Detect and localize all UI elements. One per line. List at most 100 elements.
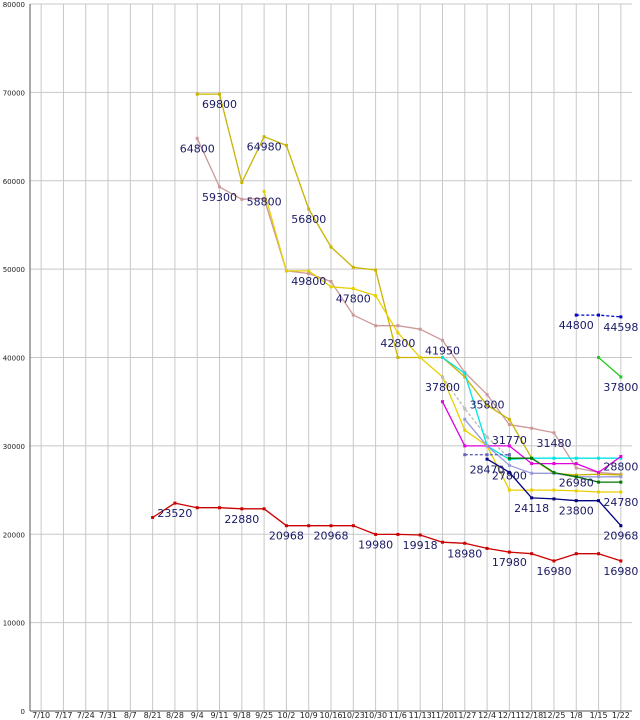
series-point <box>552 471 556 475</box>
x-tick-label: 1/15 <box>590 711 608 720</box>
series-point <box>507 423 511 427</box>
x-tick-label: 1/8 <box>570 711 583 720</box>
series-line-11 <box>509 457 621 483</box>
series-point <box>195 92 199 96</box>
series-point <box>240 181 244 185</box>
series-point <box>530 471 534 475</box>
x-tick-label: 9/4 <box>191 711 204 720</box>
x-tick-label: 10/16 <box>319 711 342 720</box>
series-point <box>619 524 623 528</box>
series-point <box>485 403 489 407</box>
x-tick-label: 12/25 <box>542 711 565 720</box>
data-label: 17980 <box>492 556 527 569</box>
series-point <box>552 462 556 466</box>
series-point <box>597 480 601 484</box>
series-point <box>440 356 444 359</box>
series-point <box>530 456 534 460</box>
series-point <box>329 245 333 249</box>
data-label: 27800 <box>492 469 527 482</box>
data-labels-group: 69800 64800 64980 59300 58800 56800 49800 47800… <box>157 98 638 578</box>
series-line-4 <box>441 376 510 459</box>
data-label: 44800 <box>559 319 594 332</box>
series-point <box>507 488 511 492</box>
series-point <box>418 356 422 359</box>
series-point <box>463 407 467 411</box>
series-point <box>307 524 311 528</box>
series-point <box>262 135 266 139</box>
data-label: 31480 <box>536 437 571 450</box>
axes <box>29 4 632 712</box>
series-point <box>597 470 601 474</box>
series-point <box>440 338 444 342</box>
series-point <box>574 462 578 466</box>
series-point <box>307 207 311 211</box>
series-point <box>374 268 378 272</box>
series-point <box>463 428 467 432</box>
data-label: 37800 <box>603 381 638 394</box>
y-tick-label: 60000 <box>3 178 25 186</box>
series-point <box>195 506 199 510</box>
x-tick-label: 11/20 <box>431 711 454 720</box>
series-point <box>619 559 623 563</box>
y-tick-label: 70000 <box>3 89 25 97</box>
x-tick-label: 7/31 <box>99 711 117 720</box>
series-point <box>619 454 623 458</box>
x-tick-label: 9/25 <box>255 711 273 720</box>
series-point <box>574 456 578 460</box>
series-point <box>463 417 467 421</box>
series-point <box>329 279 333 283</box>
x-tick-label: 9/11 <box>211 711 229 720</box>
x-tick-labels: 7/10 7/17 7/24 7/31 8/7 8/21 8/28 9/4 9/11 9/18 9/… <box>32 711 630 720</box>
data-label: 59300 <box>202 191 237 204</box>
series-point <box>552 488 556 492</box>
series-point <box>262 507 266 511</box>
series-point <box>574 499 578 503</box>
series-point <box>507 444 511 448</box>
x-tick-label: 7/10 <box>32 711 50 720</box>
data-label: 69800 <box>202 98 237 111</box>
y-tick-labels: 0 10000 20000 30000 40000 50000 60000 70000 8000… <box>3 1 25 716</box>
series-point <box>507 550 511 554</box>
data-label: 18980 <box>447 547 482 560</box>
series-point <box>284 143 288 147</box>
series-point <box>574 473 578 477</box>
series-point <box>552 431 556 435</box>
series-line-5 <box>152 502 622 562</box>
series-point <box>530 488 534 492</box>
data-label: 42800 <box>380 337 415 350</box>
series-point <box>374 324 378 328</box>
x-tick-label: 1/22 <box>612 711 630 720</box>
data-label: 26980 <box>559 477 594 490</box>
series-point <box>374 294 378 298</box>
data-label: 58800 <box>247 195 282 208</box>
x-tick-label: 12/18 <box>520 711 543 720</box>
series-point <box>597 475 601 479</box>
series-point <box>463 541 467 545</box>
series-point <box>597 499 601 503</box>
series-line-1 <box>196 138 621 475</box>
data-label: 23520 <box>157 507 192 520</box>
series-point <box>619 490 623 494</box>
data-label: 16980 <box>603 565 638 578</box>
series-point <box>574 466 578 470</box>
series-line-13 <box>598 357 622 378</box>
series-point <box>218 92 222 96</box>
series-point <box>307 269 311 273</box>
series-point <box>485 393 489 397</box>
series-point <box>597 456 601 460</box>
series-point <box>463 371 467 375</box>
series-point <box>485 546 489 550</box>
series-point <box>218 185 222 189</box>
series-point <box>574 475 578 479</box>
y-tick-label: 0 <box>21 708 25 716</box>
series-point <box>619 315 623 319</box>
series-point <box>552 559 556 563</box>
series-point <box>440 540 444 544</box>
x-tick-label: 11/13 <box>409 711 432 720</box>
series-point <box>619 473 623 477</box>
series-point <box>351 524 355 528</box>
data-label: 41950 <box>425 344 460 357</box>
series-point <box>619 475 623 479</box>
y-tick-label: 50000 <box>3 266 25 274</box>
